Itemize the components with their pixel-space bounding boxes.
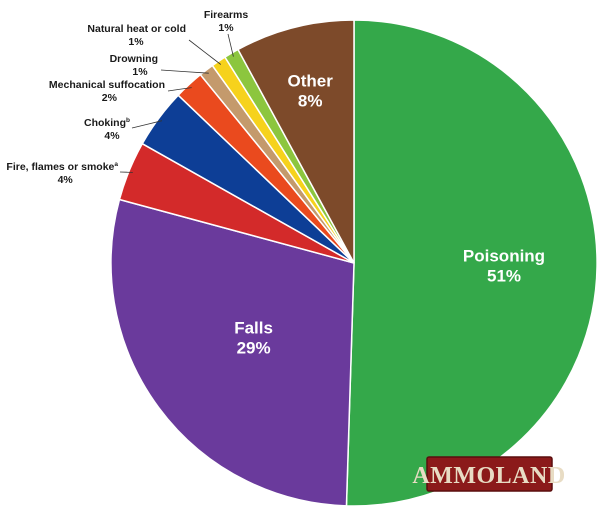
slice-percent: 1% bbox=[218, 22, 234, 34]
ammoland-watermark: AMMOLAND bbox=[412, 456, 565, 492]
leader-line-choking bbox=[131, 120, 163, 129]
slice-name: Poisoning bbox=[463, 246, 545, 265]
leader-line-natural-heat-or-cold bbox=[188, 39, 222, 65]
leader-line-firearms bbox=[227, 33, 234, 57]
slice-percent: 2% bbox=[102, 92, 118, 104]
leader-line-drowning bbox=[160, 69, 209, 74]
slice-name: Falls bbox=[234, 318, 273, 337]
leader-line-mechanical-suffocation bbox=[167, 87, 192, 92]
slice-percent: 8% bbox=[298, 92, 323, 111]
slice-label-poisoning: Poisoning 51% bbox=[463, 246, 545, 285]
slice-label-other: Other 8% bbox=[288, 72, 334, 111]
slice-labels: Poisoning 51% Falls 29% Fire, flames or smok… bbox=[6, 9, 545, 357]
slice-label-falls: Falls 29% bbox=[234, 318, 273, 357]
slice-percent: 1% bbox=[128, 36, 144, 48]
watermark-text: AMMOLAND bbox=[412, 463, 565, 489]
slice-name: Other bbox=[288, 72, 334, 91]
slice-label-choking: Chokingb 4% bbox=[84, 117, 130, 142]
watermark-background bbox=[426, 456, 553, 492]
slice-name: Natural heat or cold bbox=[87, 23, 186, 35]
slice-name: Mechanical suffocation bbox=[49, 79, 165, 91]
footnote-marker: a bbox=[114, 161, 118, 168]
slice-percent: 29% bbox=[237, 338, 271, 357]
slice-name: Choking bbox=[84, 117, 126, 129]
slice-name: Drowning bbox=[110, 53, 158, 65]
slice-percent: 4% bbox=[58, 174, 74, 186]
pie-slice-other bbox=[236, 19, 355, 264]
slice-name: Fire, flames or smoke bbox=[6, 161, 114, 173]
slice-label-fire-flames-or-smoke: Fire, flames or smokea 4% bbox=[6, 161, 118, 186]
pie-slice-falls bbox=[110, 198, 355, 507]
slice-name: Firearms bbox=[204, 9, 249, 21]
slice-percent: 4% bbox=[104, 130, 120, 142]
slice-label-drowning: Drowning 1% bbox=[110, 53, 158, 78]
slice-label-firearms: Firearms 1% bbox=[204, 9, 249, 34]
pie-slices bbox=[110, 19, 598, 507]
slice-label-natural-heat-or-cold: Natural heat or cold 1% bbox=[87, 23, 186, 48]
slice-percent: 51% bbox=[487, 266, 521, 285]
footnote-marker: b bbox=[126, 117, 130, 124]
slice-percent: 1% bbox=[132, 66, 148, 78]
slice-label-mechanical-suffocation: Mechanical suffocation 2% bbox=[49, 79, 165, 104]
